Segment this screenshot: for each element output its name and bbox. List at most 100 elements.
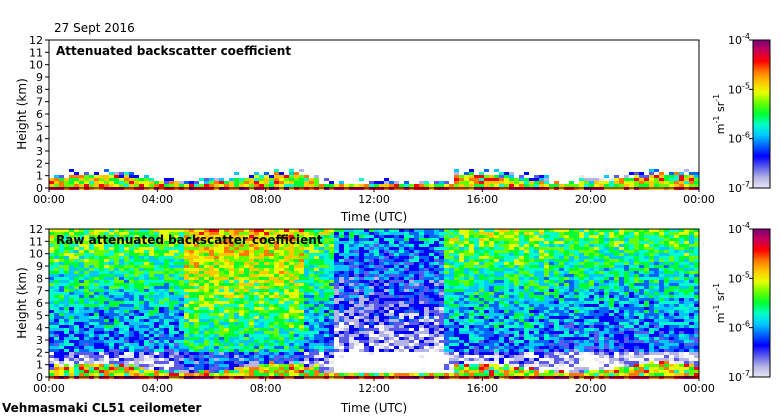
heatmap-cell: [274, 358, 279, 361]
heatmap-cell: [499, 319, 504, 322]
heatmap-cell: [204, 307, 209, 310]
heatmap-cell: [399, 280, 404, 283]
heatmap-cell: [74, 349, 79, 352]
heatmap-cell: [234, 364, 239, 367]
heatmap-cell: [249, 175, 254, 178]
heatmap-cell: [449, 238, 454, 241]
panel-raw-attenuated-backscatter: Raw attenuated backscatter coefficient 0…: [15, 221, 771, 415]
heatmap-cell: [459, 331, 464, 334]
heatmap-cell: [159, 304, 164, 307]
heatmap-cell: [74, 175, 79, 178]
heatmap-cell: [119, 304, 124, 307]
heatmap-cell: [104, 292, 109, 295]
cbar-unit-base: m: [714, 124, 727, 135]
heatmap-cell: [69, 178, 74, 181]
heatmap-cell: [339, 334, 344, 337]
heatmap-cell: [154, 247, 159, 250]
heatmap-cell: [94, 172, 99, 175]
heatmap-cell: [59, 232, 64, 235]
heatmap-cell: [199, 295, 204, 298]
heatmap-cell: [269, 241, 274, 244]
heatmap-cell: [464, 172, 469, 175]
heatmap-cell: [84, 370, 89, 373]
heatmap-cell: [509, 175, 514, 178]
heatmap-cell: [119, 322, 124, 325]
heatmap-cell: [309, 364, 314, 367]
heatmap-cell: [324, 241, 329, 244]
heatmap-cell: [94, 262, 99, 265]
heatmap-cell: [279, 328, 284, 331]
heatmap-cell: [239, 316, 244, 319]
heatmap-cell: [469, 256, 474, 259]
heatmap-cell: [174, 301, 179, 304]
heatmap-cell: [344, 298, 349, 301]
heatmap-cell: [89, 259, 94, 262]
heatmap-cell: [414, 247, 419, 250]
heatmap-cell: [434, 184, 439, 187]
x-tick-label: 08:00: [250, 193, 282, 206]
heatmap-cell: [249, 271, 254, 274]
heatmap-cell: [164, 292, 169, 295]
heatmap-cell: [484, 346, 489, 349]
heatmap-cell: [234, 262, 239, 265]
heatmap-cell: [459, 367, 464, 370]
heatmap-cell: [414, 328, 419, 331]
heatmap-cell: [184, 301, 189, 304]
heatmap-cell: [214, 250, 219, 253]
heatmap-cell: [149, 283, 154, 286]
heatmap-cell: [209, 232, 214, 235]
heatmap-cell: [174, 310, 179, 313]
heatmap-cell: [229, 184, 234, 187]
heatmap-cell: [189, 355, 194, 358]
heatmap-cell: [374, 259, 379, 262]
heatmap-cell: [194, 343, 199, 346]
heatmap-cell: [459, 340, 464, 343]
heatmap-cell: [394, 292, 399, 295]
heatmap-cell: [494, 373, 499, 376]
heatmap-cell: [499, 283, 504, 286]
heatmap-cell: [499, 358, 504, 361]
heatmap-cell: [469, 367, 474, 370]
heatmap-cell: [299, 250, 304, 253]
heatmap-cell: [234, 229, 239, 232]
heatmap-cell: [249, 367, 254, 370]
heatmap-cell: [404, 301, 409, 304]
heatmap-cell: [189, 238, 194, 241]
heatmap-cell: [484, 364, 489, 367]
heatmap-cell: [459, 253, 464, 256]
heatmap-cell: [124, 256, 129, 259]
heatmap-cell: [234, 325, 239, 328]
heatmap-cell: [229, 331, 234, 334]
heatmap-cell: [274, 241, 279, 244]
heatmap-cell: [404, 181, 409, 184]
heatmap-cell: [304, 313, 309, 316]
heatmap-cell: [349, 316, 354, 319]
heatmap-cell: [54, 256, 59, 259]
heatmap-cell: [444, 229, 449, 232]
heatmap-cell: [69, 244, 74, 247]
heatmap-cell: [434, 334, 439, 337]
heatmap-cell: [229, 352, 234, 355]
heatmap-cell: [179, 337, 184, 340]
heatmap-cell: [279, 268, 284, 271]
heatmap-cell: [114, 298, 119, 301]
heatmap-cell: [309, 316, 314, 319]
heatmap-cell: [394, 256, 399, 259]
heatmap-cell: [69, 307, 74, 310]
heatmap-cell: [184, 280, 189, 283]
heatmap-cell: [304, 316, 309, 319]
heatmap-cell: [414, 262, 419, 265]
heatmap-cell: [119, 346, 124, 349]
heatmap-cell: [224, 250, 229, 253]
heatmap-cell: [79, 367, 84, 370]
heatmap-cell: [359, 286, 364, 289]
heatmap-cell: [634, 172, 639, 175]
heatmap-cell: [199, 367, 204, 370]
heatmap-cell: [324, 310, 329, 313]
heatmap-cell: [399, 241, 404, 244]
heatmap-cell: [144, 184, 149, 187]
heatmap-cell: [284, 319, 289, 322]
heatmap-cell: [464, 256, 469, 259]
heatmap-cell: [484, 310, 489, 313]
heatmap-cell: [449, 271, 454, 274]
